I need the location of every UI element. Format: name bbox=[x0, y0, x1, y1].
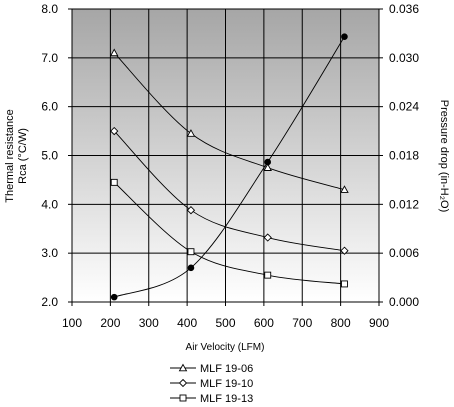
data-point bbox=[341, 280, 348, 288]
x-tick-label: 500 bbox=[215, 316, 235, 330]
data-point bbox=[109, 48, 119, 57]
y-left-tick-label: 4.0 bbox=[41, 197, 58, 211]
legend-label: MLF 19-13 bbox=[200, 393, 253, 405]
y-axis-left-label-line1: Thermal resistance bbox=[4, 109, 16, 203]
data-point bbox=[110, 293, 118, 301]
legend-marker bbox=[179, 394, 187, 402]
y-axis-right-label: Pressure drop (in-H₂O) bbox=[438, 100, 450, 212]
x-tick-label: 700 bbox=[292, 316, 312, 330]
data-point bbox=[186, 129, 196, 137]
x-tick-label: 100 bbox=[62, 316, 82, 330]
y-right-tick-label: 0.030 bbox=[389, 51, 419, 65]
data-point bbox=[263, 233, 272, 242]
y-right-tick-label: 0.000 bbox=[389, 295, 419, 309]
axes-layer: 100 200 300 400 500 600 700 800 900 2.0 3.0 4.0 5.0 6… bbox=[41, 2, 419, 330]
y-left-tick-label: 3.0 bbox=[41, 246, 58, 260]
x-tick-label: 300 bbox=[139, 316, 159, 330]
data-point bbox=[110, 126, 119, 136]
data-point bbox=[187, 248, 195, 256]
x-tick-label: 600 bbox=[254, 316, 274, 330]
y-right-tick-label: 0.012 bbox=[389, 197, 419, 211]
y-right-tick-label: 0.018 bbox=[389, 149, 419, 163]
series-line-mlf-19-06 bbox=[113, 52, 345, 191]
data-point bbox=[340, 185, 349, 193]
data-point bbox=[186, 206, 196, 215]
y-axis-left-label-line2: Rca (°C/W) bbox=[17, 128, 29, 184]
x-axis-label: Air Velocity (LFM) bbox=[186, 342, 265, 353]
data-point bbox=[187, 264, 195, 272]
x-tick-label: 400 bbox=[177, 316, 197, 330]
series-layer bbox=[109, 33, 349, 301]
grid-lines bbox=[72, 9, 379, 302]
legend: MLF 19-06 MLF 19-10 MLF 19-13 bbox=[170, 363, 253, 405]
legend-marker bbox=[178, 378, 188, 388]
x-tick-label: 900 bbox=[369, 316, 389, 330]
x-tick-label: 800 bbox=[331, 316, 351, 330]
y-left-tick-label: 7.0 bbox=[41, 51, 58, 65]
data-point bbox=[264, 271, 272, 279]
series-line-mlf-19-10 bbox=[113, 130, 345, 252]
legend-label: MLF 19-06 bbox=[200, 363, 253, 375]
y-right-tick-label: 0.036 bbox=[389, 2, 419, 16]
y-left-tick-label: 8.0 bbox=[41, 2, 58, 16]
x-tick-label: 200 bbox=[100, 316, 120, 330]
data-point bbox=[264, 158, 272, 166]
y-left-tick-label: 5.0 bbox=[41, 149, 58, 163]
data-point bbox=[110, 178, 118, 186]
data-point bbox=[263, 163, 272, 171]
data-point bbox=[341, 33, 348, 40]
series-line-pressure-drop bbox=[114, 36, 345, 298]
legend-marker bbox=[178, 363, 188, 372]
data-point bbox=[340, 246, 349, 255]
y-right-tick-label: 0.024 bbox=[389, 100, 419, 114]
y-left-tick-label: 2.0 bbox=[41, 295, 58, 309]
y-left-tick-label: 6.0 bbox=[41, 100, 58, 114]
series-line-mlf-19-13 bbox=[113, 182, 345, 285]
y-right-tick-label: 0.006 bbox=[389, 246, 419, 260]
legend-label: MLF 19-10 bbox=[200, 378, 253, 390]
